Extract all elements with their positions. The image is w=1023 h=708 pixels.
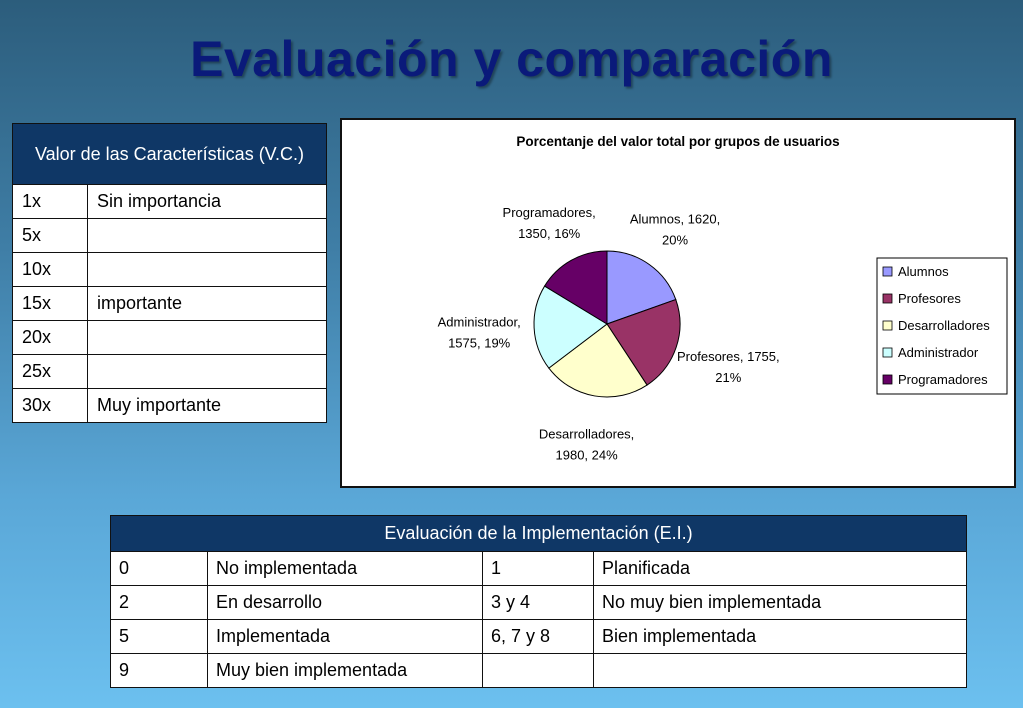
table-cell-value: 10x [12, 252, 88, 287]
table-row: 5x [12, 218, 327, 253]
pie-chart: Porcentanje del valor total por grupos d… [438, 134, 1008, 462]
table-cell: Implementada [207, 619, 483, 654]
legend-label: Programadores [898, 372, 988, 387]
table-cell [593, 653, 967, 688]
table-row: 25x [12, 354, 327, 389]
table-cell-label [87, 218, 327, 253]
table-header-row: Valor de las Características (V.C.) [12, 123, 327, 185]
table-cell: 6, 7 y 8 [482, 619, 594, 654]
table-cell: 5 [110, 619, 208, 654]
characteristics-value-table: Valor de las Características (V.C.) 1x S… [12, 123, 327, 423]
table-row: 10x [12, 252, 327, 287]
legend-label: Profesores [898, 291, 961, 306]
legend-swatch [882, 374, 893, 385]
legend-swatch [882, 347, 893, 358]
table-header: Evaluación de la Implementación (E.I.) [110, 515, 967, 552]
table-row: 0 No implementada 1 Planificada [110, 551, 967, 586]
table-cell-label [87, 320, 327, 355]
table-cell: 9 [110, 653, 208, 688]
pie-chart-panel: Porcentanje del valor total por grupos d… [340, 118, 1016, 488]
table-row: 2 En desarrollo 3 y 4 No muy bien implem… [110, 585, 967, 620]
chart-title: Porcentanje del valor total por grupos d… [516, 134, 839, 149]
slide-title: Evaluación y comparación [190, 31, 833, 87]
table-cell-label: importante [87, 286, 327, 321]
data-label: Programadores, 1350, 16% [503, 205, 596, 241]
table-cell-label [87, 354, 327, 389]
pie-slice-profesores [606, 298, 681, 386]
table-cell-label: Sin importancia [87, 184, 327, 219]
table-cell: No implementada [207, 551, 483, 586]
legend-label: Administrador [898, 345, 979, 360]
table-cell-value: 30x [12, 388, 88, 423]
table-cell: 3 y 4 [482, 585, 594, 620]
table-row: 15x importante [12, 286, 327, 321]
table-cell-label [87, 252, 327, 287]
table-cell: No muy bien implementada [593, 585, 967, 620]
implementation-evaluation-table: Evaluación de la Implementación (E.I.) 0… [110, 515, 967, 688]
table-cell-label: Muy importante [87, 388, 327, 423]
legend-label: Desarrolladores [898, 318, 990, 333]
legend-swatch [882, 266, 893, 277]
pie-slice-programadores [543, 250, 608, 325]
table-cell [482, 653, 594, 688]
table-row: 1x Sin importancia [12, 184, 327, 219]
table-cell: En desarrollo [207, 585, 483, 620]
data-label: Desarrolladores, 1980, 24% [539, 426, 634, 462]
table-cell: 2 [110, 585, 208, 620]
table-row: 30x Muy importante [12, 388, 327, 423]
data-label: Alumnos, 1620, 20% [630, 212, 720, 248]
pie-slice-administrador [533, 285, 608, 369]
table-cell: 1 [482, 551, 594, 586]
table-cell: Bien implementada [593, 619, 967, 654]
legend-swatch [882, 320, 893, 331]
legend-swatch [882, 293, 893, 304]
table-cell-value: 1x [12, 184, 88, 219]
data-label: Profesores, 1755, 21% [677, 349, 780, 385]
table-row: 9 Muy bien implementada [110, 653, 967, 688]
pie-slice-desarrolladores [548, 323, 648, 398]
table-cell: Muy bien implementada [207, 653, 483, 688]
table-row: 20x [12, 320, 327, 355]
table-cell-value: 25x [12, 354, 88, 389]
table-cell-value: 20x [12, 320, 88, 355]
table-cell-value: 5x [12, 218, 88, 253]
table-header-row: Evaluación de la Implementación (E.I.) [110, 515, 967, 552]
table-header: Valor de las Características (V.C.) [12, 123, 327, 185]
table-cell-value: 15x [12, 286, 88, 321]
table-row: 5 Implementada 6, 7 y 8 Bien implementad… [110, 619, 967, 654]
table-cell: Planificada [593, 551, 967, 586]
pie-slice-alumnos [606, 250, 677, 325]
table-cell: 0 [110, 551, 208, 586]
data-label: Administrador, 1575, 19% [438, 315, 521, 351]
legend-label: Alumnos [898, 264, 949, 279]
chart-legend [876, 257, 1008, 395]
